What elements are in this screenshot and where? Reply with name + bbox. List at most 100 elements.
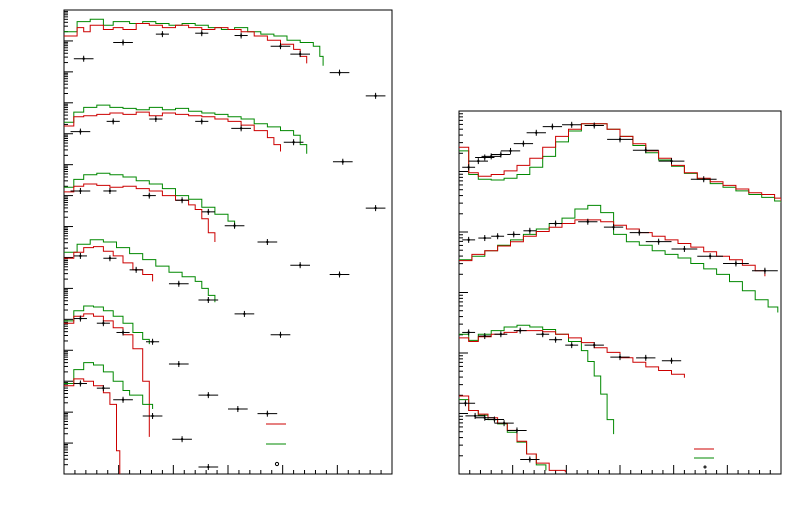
data-point	[234, 310, 255, 317]
data-point-marker	[702, 178, 705, 181]
data-point-marker	[338, 71, 341, 74]
data-point-marker	[644, 356, 647, 360]
data-point	[636, 354, 656, 361]
data-point	[198, 464, 219, 471]
data-point-marker	[554, 338, 557, 341]
data-point-marker	[180, 438, 184, 441]
data-point	[329, 271, 350, 278]
data-point	[283, 139, 304, 146]
data-point-marker	[341, 160, 344, 163]
data-point-marker	[763, 269, 767, 272]
data-point	[565, 342, 579, 349]
data-point	[103, 187, 117, 194]
series-red-line	[459, 123, 781, 201]
data-point	[520, 456, 540, 463]
data-point	[231, 125, 251, 132]
data-point-marker	[477, 159, 480, 163]
data-point	[73, 252, 87, 259]
group-6	[64, 362, 219, 474]
data-point-marker	[108, 257, 112, 260]
data-point	[142, 192, 156, 199]
data-point	[106, 118, 120, 125]
data-point-marker	[207, 393, 210, 397]
data-point	[610, 354, 630, 361]
x-axis-ticks-left	[63, 465, 393, 474]
data-point-marker	[266, 240, 269, 244]
data-point-marker	[151, 414, 154, 418]
data-point	[103, 255, 117, 262]
data-point-marker	[298, 52, 302, 56]
data-point	[549, 220, 563, 227]
data-point	[365, 92, 386, 99]
data-point-marker	[338, 273, 341, 276]
data-point-marker	[108, 189, 112, 193]
data-point	[96, 320, 110, 327]
data-point-marker	[177, 282, 180, 285]
data-point-marker	[518, 329, 522, 332]
data-point-marker	[467, 331, 470, 334]
data-point-marker	[512, 233, 515, 236]
data-point-marker	[79, 382, 82, 385]
data-point-marker	[121, 41, 125, 44]
chart-right	[458, 110, 782, 475]
data-point	[142, 413, 163, 419]
data-point-marker	[292, 141, 295, 144]
series-red-line	[459, 395, 566, 473]
data-point-marker	[473, 414, 477, 418]
data-point	[149, 116, 163, 123]
data-point-marker	[102, 322, 105, 325]
data-point	[578, 218, 598, 225]
data-point-marker	[134, 268, 138, 272]
data-point	[484, 416, 505, 423]
series-green-line	[459, 204, 779, 313]
data-point	[500, 147, 521, 154]
data-point-marker	[638, 231, 641, 234]
data-point	[661, 357, 682, 364]
data-point	[494, 420, 514, 427]
group-1	[459, 121, 781, 203]
plot-frame-right	[458, 110, 782, 475]
series-red-line	[64, 183, 216, 242]
data-point	[73, 380, 87, 387]
data-point-marker	[670, 359, 673, 362]
data-point-marker	[644, 149, 647, 152]
data-point	[113, 396, 133, 403]
data-point-marker	[683, 247, 686, 251]
data-point-marker	[541, 333, 544, 336]
data-point	[270, 331, 291, 338]
data-point-marker	[266, 412, 269, 415]
data-point	[96, 385, 110, 392]
data-point-marker	[464, 402, 467, 405]
data-point-marker	[79, 189, 82, 193]
legend-data-sample	[703, 465, 707, 469]
data-point-marker	[593, 343, 596, 347]
data-point-marker	[570, 123, 573, 126]
data-point-marker	[502, 421, 506, 425]
data-point-marker	[243, 312, 246, 316]
data-point	[365, 205, 386, 212]
data-point	[752, 267, 778, 274]
data-point-marker	[467, 166, 470, 169]
data-point-marker	[483, 416, 486, 419]
data-point-marker	[207, 210, 210, 214]
data-point-marker	[483, 236, 486, 240]
data-point	[462, 236, 476, 243]
data-point-marker	[499, 153, 503, 156]
data-point-marker	[236, 407, 240, 411]
series-green-line	[64, 104, 308, 154]
group-3	[64, 172, 350, 278]
legend-right	[694, 448, 714, 469]
data-point	[478, 235, 492, 242]
data-point	[257, 239, 278, 245]
data-point-marker	[279, 333, 282, 336]
data-point-marker	[200, 32, 203, 35]
data-point	[584, 342, 604, 349]
data-point-marker	[734, 262, 738, 265]
data-point	[70, 128, 91, 135]
data-point	[513, 327, 527, 334]
data-point-marker	[207, 298, 210, 302]
data-point-marker	[528, 229, 532, 232]
series-green-line	[64, 172, 236, 229]
group-3	[459, 324, 685, 435]
